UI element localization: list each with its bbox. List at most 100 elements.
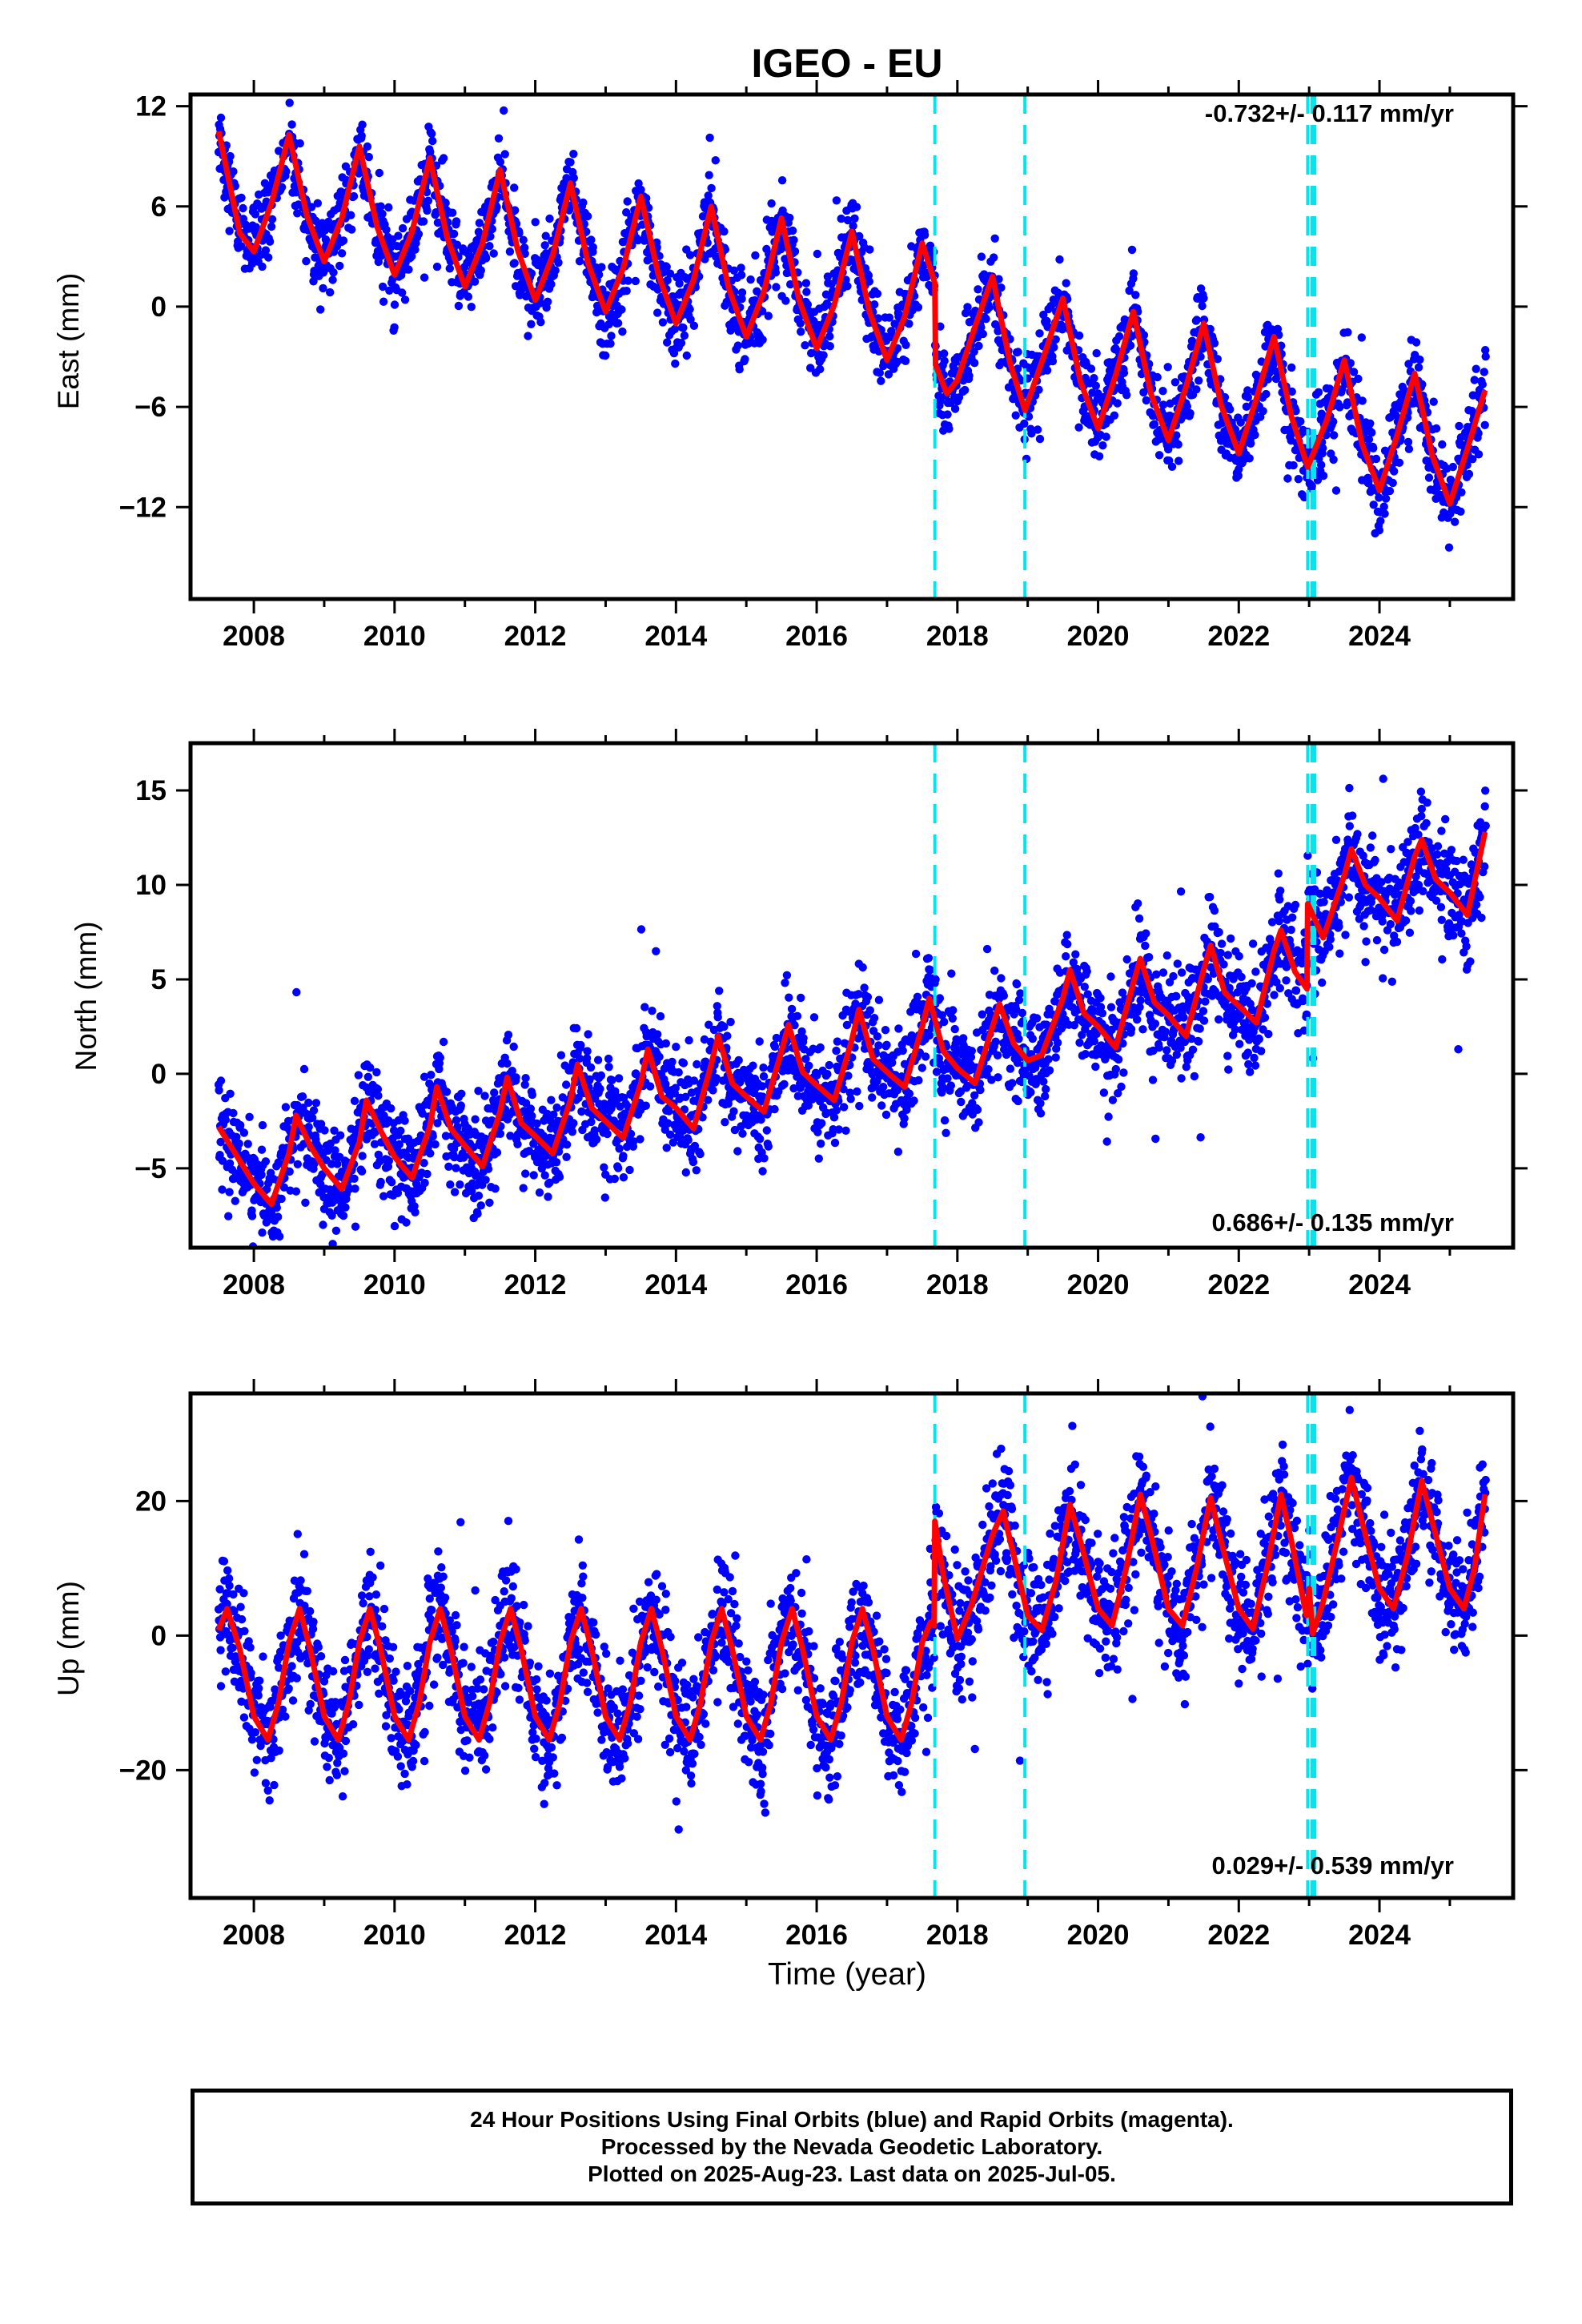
- data-point: [837, 214, 845, 223]
- data-point: [274, 1212, 283, 1221]
- data-point: [631, 276, 640, 286]
- data-point: [566, 158, 575, 167]
- data-point: [579, 198, 588, 207]
- data-point: [658, 318, 668, 327]
- data-point: [664, 1119, 673, 1128]
- data-point: [529, 1171, 538, 1180]
- data-point: [982, 944, 992, 954]
- data-point: [985, 303, 994, 312]
- data-point: [997, 974, 1006, 983]
- data-point: [350, 1096, 359, 1106]
- data-point: [830, 1138, 840, 1148]
- data-point: [291, 1187, 301, 1196]
- data-point: [764, 312, 773, 320]
- data-point: [378, 209, 387, 219]
- data-point: [1036, 1099, 1045, 1108]
- data-point: [509, 1042, 518, 1051]
- panel-north: 2008 2010 2012 2014 2016 2018 2020 2022 20241510…: [70, 729, 1528, 1301]
- data-point: [1346, 359, 1355, 368]
- data-point: [357, 1167, 367, 1176]
- data-point: [977, 252, 986, 261]
- data-point: [942, 1128, 950, 1138]
- data-point: [333, 1160, 342, 1168]
- data-point: [370, 1140, 379, 1148]
- data-point: [1039, 1077, 1048, 1086]
- data-point: [1388, 478, 1397, 488]
- data-point: [309, 1106, 319, 1115]
- data-point: [757, 307, 767, 316]
- data-point: [712, 1074, 721, 1083]
- data-point: [471, 1115, 480, 1124]
- east-frame: [188, 92, 1516, 601]
- data-point: [1243, 392, 1253, 402]
- data-point: [614, 1074, 624, 1083]
- data-point: [239, 1128, 249, 1137]
- data-point: [551, 266, 560, 275]
- data-point: [893, 1148, 903, 1156]
- data-point: [311, 1099, 321, 1108]
- data-point: [218, 1185, 227, 1194]
- data-point: [275, 1256, 283, 1264]
- data-point: [1113, 399, 1122, 408]
- data-point: [984, 1065, 993, 1074]
- data-point: [445, 264, 454, 273]
- data-point: [797, 328, 805, 336]
- data-point: [428, 136, 437, 146]
- east-ylabel: East (mm): [52, 273, 85, 410]
- data-point: [1314, 388, 1323, 396]
- data-point: [603, 1129, 612, 1139]
- data-point: [492, 203, 501, 211]
- data-point: [994, 275, 1003, 283]
- data-point: [562, 1152, 571, 1162]
- data-point: [319, 1220, 327, 1229]
- data-point: [1008, 1079, 1017, 1088]
- data-point: [384, 1156, 393, 1166]
- data-point: [363, 1072, 372, 1082]
- data-point: [785, 213, 794, 223]
- data-point: [1036, 1109, 1046, 1118]
- data-point: [874, 995, 884, 1004]
- data-point: [943, 1074, 952, 1083]
- data-point: [492, 1148, 502, 1157]
- data-point: [441, 199, 450, 207]
- data-point: [1102, 432, 1110, 441]
- data-point: [574, 1093, 583, 1103]
- data-point: [671, 359, 680, 368]
- data-point: [583, 1047, 592, 1055]
- data-point: [1206, 324, 1215, 334]
- data-point: [510, 259, 519, 267]
- data-point: [535, 1188, 544, 1197]
- data-point: [713, 1013, 722, 1022]
- data-point: [1172, 431, 1181, 440]
- data-point: [684, 1136, 693, 1144]
- data-point: [709, 1086, 717, 1095]
- data-point: [395, 1140, 404, 1149]
- data-point: [950, 1024, 959, 1034]
- data-point: [671, 1084, 680, 1092]
- data-point: [877, 1101, 886, 1110]
- data-point: [1329, 417, 1338, 426]
- data-point: [622, 287, 631, 296]
- data-point: [416, 1131, 425, 1140]
- data-point: [990, 234, 999, 243]
- data-point: [547, 279, 556, 289]
- data-point: [1366, 419, 1375, 428]
- data-point: [511, 206, 520, 215]
- data-point: [216, 1076, 226, 1085]
- data-point: [257, 204, 266, 213]
- data-point: [304, 1123, 313, 1132]
- data-point: [877, 376, 885, 385]
- data-point: [636, 925, 646, 934]
- data-point: [777, 176, 787, 185]
- data-point: [978, 329, 988, 339]
- data-point: [473, 1209, 482, 1218]
- data-point: [781, 979, 789, 987]
- data-point: [705, 1020, 713, 1029]
- data-point: [1129, 269, 1138, 278]
- data-point: [476, 266, 485, 275]
- data-point: [1456, 507, 1465, 516]
- data-point: [705, 171, 713, 179]
- data-point: [679, 324, 688, 332]
- data-point: [275, 147, 283, 155]
- data-point: [420, 1072, 429, 1081]
